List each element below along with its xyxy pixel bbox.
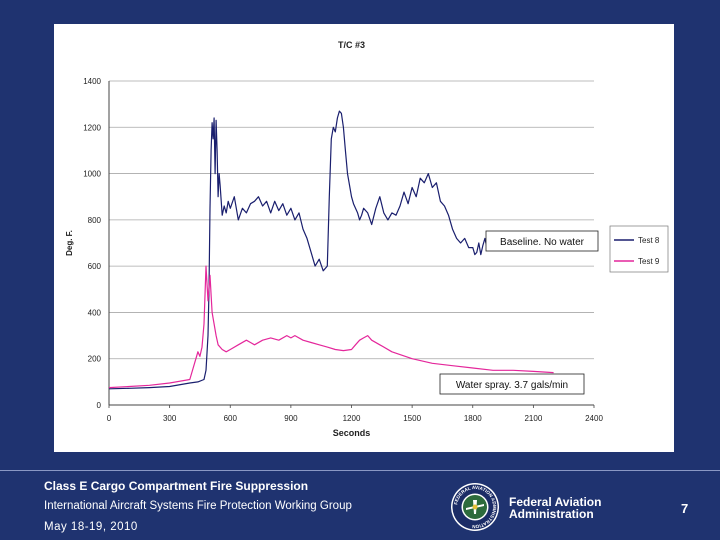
y-tick-label-200: 200 — [88, 355, 102, 364]
chart-annotations: Baseline. No water Water spray. 3.7 gals/… — [439, 230, 599, 395]
y-tick-label-1000: 1000 — [83, 170, 101, 179]
legend-label-1: Test 9 — [638, 257, 660, 266]
x-tick-label-600: 600 — [224, 414, 238, 423]
chart-series — [108, 110, 554, 390]
chart-panel: 0 200 400 600 800 1000 1200 1400 0 300 600 900 1200 1… — [54, 24, 674, 452]
annotation-text-1: Water spray. 3.7 gals/min — [456, 380, 568, 391]
footer-organization: International Aircraft Systems Fire Prot… — [44, 500, 352, 512]
annotation-box-0 — [485, 230, 599, 252]
chart-text: 0 200 400 600 800 1000 1200 1400 0 300 600 900 1200 1… — [65, 40, 603, 438]
x-tick-label-2100: 2100 — [524, 414, 542, 423]
y-tick-label-600: 600 — [88, 262, 102, 271]
faa-seal-icon: FEDERAL AVIATION ADMINISTRATION — [451, 483, 499, 531]
x-tick-label-1200: 1200 — [343, 414, 361, 423]
legend-label-0: Test 8 — [638, 236, 660, 245]
y-tick-label-0: 0 — [97, 401, 102, 410]
y-axis-label: Deg. F. — [65, 230, 74, 256]
series-line-test-8 — [108, 110, 490, 390]
footer-date: May 18-19, 2010 — [44, 521, 138, 533]
footer-divider — [0, 470, 720, 471]
annotation-box-1 — [439, 373, 585, 395]
chart-axes — [108, 81, 595, 408]
x-tick-label-1500: 1500 — [403, 414, 421, 423]
x-axis-label: Seconds — [333, 428, 371, 438]
y-tick-label-400: 400 — [88, 308, 102, 317]
agency-line-1: Federal Aviation — [509, 495, 602, 509]
series-line-test-9 — [108, 265, 554, 389]
agency-line-2: Administration — [509, 507, 594, 521]
legend-box — [609, 225, 669, 273]
x-tick-label-300: 300 — [163, 414, 177, 423]
x-tick-label-1800: 1800 — [464, 414, 482, 423]
x-tick-label-2400: 2400 — [585, 414, 603, 423]
x-tick-label-0: 0 — [107, 414, 112, 423]
line-chart: 0 200 400 600 800 1000 1200 1400 0 300 600 900 1200 1… — [65, 40, 669, 438]
page-number: 7 — [681, 501, 689, 516]
chart-title: T/C #3 — [338, 40, 365, 50]
chart-legend: Test 8 Test 9 — [609, 225, 669, 273]
agency-name: Federal Aviation Administration — [509, 496, 601, 520]
y-tick-label-800: 800 — [88, 216, 102, 225]
footer-title: Class E Cargo Compartment Fire Suppressi… — [44, 479, 309, 493]
annotation-text-0: Baseline. No water — [500, 237, 585, 248]
y-tick-label-1200: 1200 — [83, 123, 101, 132]
x-tick-label-900: 900 — [284, 414, 298, 423]
chart-grid — [109, 80, 594, 360]
y-tick-label-1400: 1400 — [83, 77, 101, 86]
